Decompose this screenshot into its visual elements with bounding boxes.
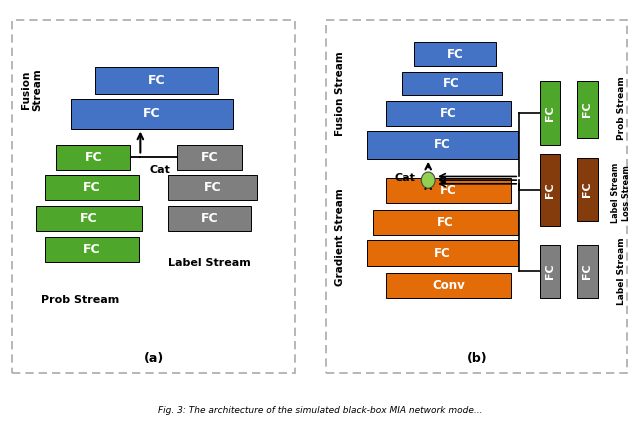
Text: FC: FC — [80, 212, 98, 225]
FancyBboxPatch shape — [540, 244, 560, 298]
FancyBboxPatch shape — [540, 154, 560, 226]
Text: FC: FC — [84, 151, 102, 164]
Text: FC: FC — [434, 247, 451, 259]
Text: Label Stream: Label Stream — [616, 238, 625, 305]
Text: FC: FC — [444, 77, 460, 90]
Circle shape — [421, 172, 435, 188]
Text: FC: FC — [201, 212, 218, 225]
Text: FC: FC — [148, 74, 165, 87]
FancyBboxPatch shape — [577, 244, 598, 298]
Text: FC: FC — [143, 107, 161, 121]
FancyBboxPatch shape — [401, 71, 502, 96]
Text: (a): (a) — [143, 352, 164, 365]
Text: FC: FC — [204, 181, 221, 194]
Text: FC: FC — [447, 48, 463, 60]
Text: FC: FC — [582, 102, 593, 117]
Text: FC: FC — [545, 182, 555, 198]
FancyBboxPatch shape — [45, 176, 139, 201]
Text: Cat: Cat — [394, 173, 415, 183]
FancyBboxPatch shape — [177, 145, 242, 170]
FancyBboxPatch shape — [386, 179, 511, 203]
Text: FC: FC — [582, 264, 593, 279]
Text: Cat: Cat — [149, 165, 170, 175]
FancyBboxPatch shape — [577, 81, 598, 138]
FancyBboxPatch shape — [414, 42, 495, 66]
FancyBboxPatch shape — [95, 67, 218, 93]
Text: Fusion
Stream: Fusion Stream — [20, 69, 42, 111]
Text: Conv: Conv — [432, 279, 465, 292]
Text: Prob Stream: Prob Stream — [616, 77, 625, 140]
Text: (b): (b) — [467, 352, 487, 365]
FancyBboxPatch shape — [168, 176, 257, 201]
Text: FC: FC — [83, 181, 100, 194]
FancyBboxPatch shape — [45, 237, 139, 262]
Text: Label Stream: Label Stream — [168, 258, 251, 268]
FancyBboxPatch shape — [577, 158, 598, 221]
Text: FC: FC — [201, 151, 218, 164]
FancyBboxPatch shape — [386, 273, 511, 298]
FancyBboxPatch shape — [540, 81, 560, 145]
Text: FC: FC — [83, 243, 100, 256]
FancyBboxPatch shape — [36, 206, 142, 231]
Text: Fusion Stream: Fusion Stream — [335, 51, 346, 136]
Text: FC: FC — [437, 216, 454, 228]
Text: FC: FC — [582, 181, 593, 197]
Text: Label Stream
Loss Stream: Label Stream Loss Stream — [611, 163, 631, 223]
FancyBboxPatch shape — [373, 209, 518, 235]
Text: Prob Stream: Prob Stream — [41, 295, 119, 305]
FancyBboxPatch shape — [71, 99, 233, 129]
FancyBboxPatch shape — [367, 241, 518, 266]
FancyBboxPatch shape — [386, 101, 511, 126]
FancyBboxPatch shape — [367, 131, 518, 159]
Text: FC: FC — [434, 138, 451, 151]
Text: FC: FC — [440, 184, 457, 197]
Text: Fig. 3: The architecture of the simulated black-box MIA network mode...: Fig. 3: The architecture of the simulate… — [157, 406, 483, 415]
FancyBboxPatch shape — [168, 206, 251, 231]
Text: FC: FC — [545, 264, 555, 279]
Text: FC: FC — [440, 107, 457, 120]
FancyBboxPatch shape — [56, 145, 130, 170]
Text: FC: FC — [545, 105, 555, 121]
Text: Gradient Stream: Gradient Stream — [335, 188, 346, 286]
